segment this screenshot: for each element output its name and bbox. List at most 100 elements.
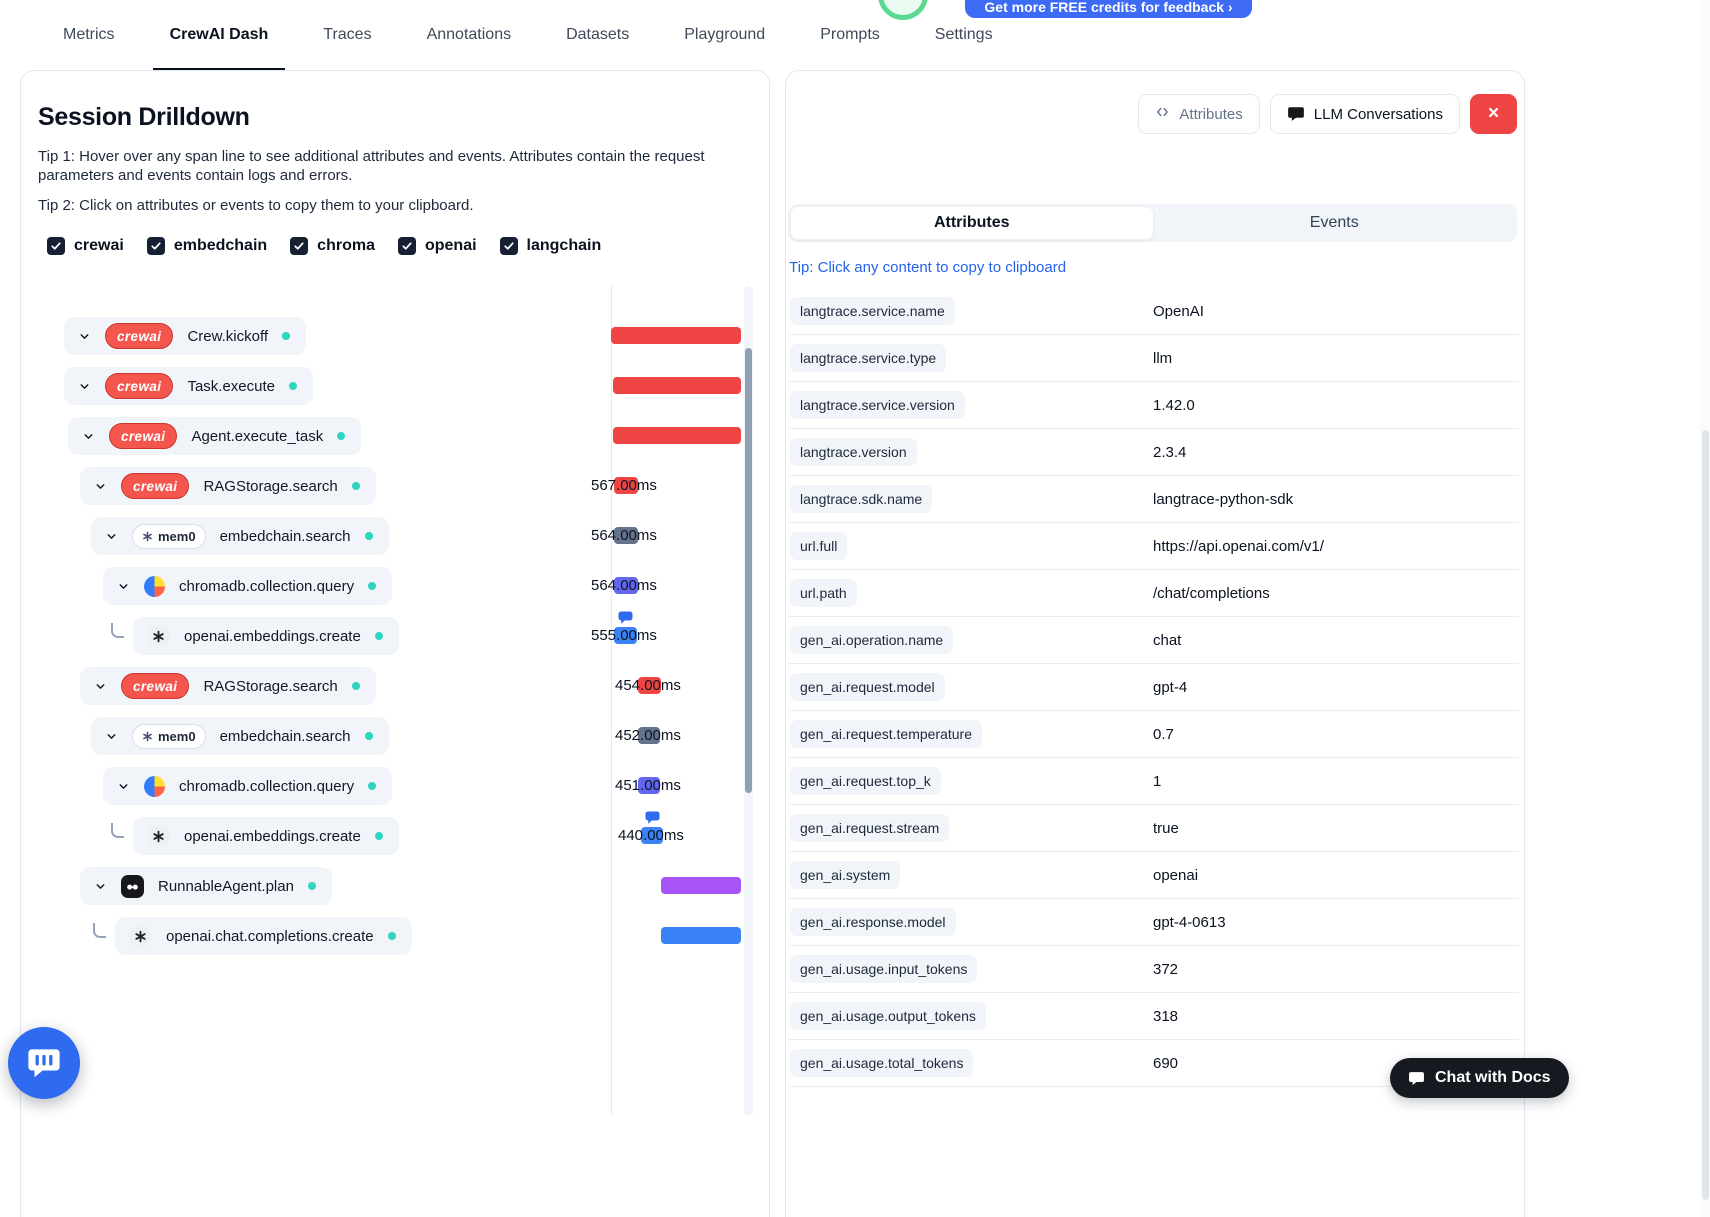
attribute-value[interactable]: https://api.openai.com/v1/ <box>1153 537 1324 555</box>
chevron-down-icon[interactable] <box>82 430 95 443</box>
span-item[interactable]: openai.embeddings.create <box>133 817 399 855</box>
attribute-key[interactable]: gen_ai.operation.name <box>790 626 954 654</box>
attribute-row[interactable]: langtrace.service.version 1.42.0 <box>788 382 1519 429</box>
attribute-value[interactable]: 318 <box>1153 1007 1179 1025</box>
attribute-row[interactable]: gen_ai.response.model gpt-4-0613 <box>788 899 1519 946</box>
checkbox-chroma-checked[interactable] <box>290 237 309 256</box>
tab-traces[interactable]: Traces <box>323 26 372 43</box>
attribute-key[interactable]: langtrace.service.version <box>790 391 965 419</box>
timeline-bar[interactable] <box>614 527 638 544</box>
filter-langchain[interactable]: langchain <box>499 237 601 256</box>
attribute-value[interactable]: /chat/completions <box>1153 584 1270 602</box>
checkbox-openai-checked[interactable] <box>397 237 416 256</box>
attribute-row[interactable]: gen_ai.usage.input_tokens 372 <box>788 946 1519 993</box>
attribute-row[interactable]: gen_ai.request.stream true <box>788 805 1519 852</box>
close-button[interactable]: × <box>1470 94 1517 134</box>
span-item[interactable]: openai.chat.completions.create <box>115 917 412 955</box>
attribute-value[interactable]: llm <box>1153 349 1173 367</box>
copy-tip-link[interactable]: Tip: Click any content to copy to clipbo… <box>789 259 1067 276</box>
window-scrollbar-thumb[interactable] <box>1702 430 1709 1200</box>
span-item[interactable]: openai.embeddings.create <box>133 617 399 655</box>
attribute-key[interactable]: langtrace.sdk.name <box>790 485 933 513</box>
attribute-value[interactable]: gpt-4-0613 <box>1153 913 1226 931</box>
llm-conversations-button[interactable]: LLM Conversations <box>1269 94 1460 134</box>
tab-settings[interactable]: Settings <box>934 26 993 43</box>
timeline-bar[interactable] <box>614 627 637 644</box>
attribute-key[interactable]: gen_ai.request.temperature <box>790 720 982 748</box>
tab-annotations[interactable]: Annotations <box>426 26 512 43</box>
attribute-row[interactable]: gen_ai.usage.output_tokens 318 <box>788 993 1519 1040</box>
chevron-down-icon[interactable] <box>94 880 107 893</box>
checkbox-langchain-checked[interactable] <box>499 237 518 256</box>
attribute-key[interactable]: gen_ai.request.model <box>790 673 945 701</box>
attribute-row[interactable]: gen_ai.request.model gpt-4 <box>788 664 1519 711</box>
attribute-row[interactable]: gen_ai.system openai <box>788 852 1519 899</box>
attribute-key[interactable]: langtrace.service.name <box>790 297 955 325</box>
attribute-key[interactable]: gen_ai.request.top_k <box>790 767 941 795</box>
attribute-key[interactable]: gen_ai.usage.output_tokens <box>790 1002 986 1030</box>
attribute-key[interactable]: gen_ai.usage.total_tokens <box>790 1049 974 1077</box>
attribute-row[interactable]: langtrace.service.type llm <box>788 335 1519 382</box>
attribute-value[interactable]: 690 <box>1153 1054 1179 1072</box>
attribute-row[interactable]: url.path/chat/completions <box>788 570 1519 617</box>
chat-with-docs-button[interactable]: Chat with Docs <box>1390 1058 1569 1098</box>
checkbox-crewai-checked[interactable] <box>47 237 65 256</box>
chevron-down-icon[interactable] <box>105 730 118 743</box>
attribute-value[interactable]: 1 <box>1153 772 1162 790</box>
chevron-down-icon[interactable] <box>94 680 107 693</box>
attribute-row[interactable]: langtrace.sdk.name langtrace-python-sdk <box>788 476 1519 523</box>
timeline-bar[interactable] <box>638 677 661 694</box>
attribute-value[interactable]: 0.7 <box>1153 725 1174 743</box>
messenger-widget-button[interactable] <box>8 1027 80 1099</box>
tab-metrics[interactable]: Metrics <box>63 26 115 43</box>
attribute-key[interactable]: gen_ai.system <box>790 861 901 889</box>
attribute-row[interactable]: gen_ai.request.top_k 1 <box>788 758 1519 805</box>
timeline-bar[interactable] <box>661 927 741 944</box>
chevron-down-icon[interactable] <box>94 480 107 493</box>
tab-events[interactable]: Events <box>1309 214 1359 231</box>
chevron-down-icon[interactable] <box>78 380 91 393</box>
attribute-value[interactable]: openai <box>1153 866 1199 884</box>
attribute-row[interactable]: gen_ai.operation.name chat <box>788 617 1519 664</box>
timeline-bar[interactable] <box>614 477 638 494</box>
attribute-key[interactable]: gen_ai.usage.input_tokens <box>790 955 978 983</box>
attribute-row[interactable]: langtrace.version 2.3.4 <box>788 429 1519 476</box>
tree-scrollbar-thumb[interactable] <box>745 348 752 793</box>
attribute-key[interactable]: url.path <box>790 579 857 607</box>
attributes-code-button[interactable]: Attributes <box>1138 94 1260 134</box>
tab-crewai-dash[interactable]: CrewAI Dash <box>152 0 285 70</box>
attribute-value[interactable]: gpt-4 <box>1153 678 1188 696</box>
attribute-key[interactable]: langtrace.service.type <box>790 344 947 372</box>
attribute-value[interactable]: OpenAI <box>1153 302 1204 320</box>
attribute-value[interactable]: 1.42.0 <box>1153 396 1195 414</box>
timeline-bar[interactable] <box>613 377 741 394</box>
attribute-row[interactable]: langtrace.service.name OpenAI <box>788 288 1519 335</box>
attribute-value[interactable]: true <box>1153 819 1179 837</box>
timeline-bar[interactable] <box>638 777 660 794</box>
tab-playground[interactable]: Playground <box>684 26 766 43</box>
timeline-bar[interactable] <box>661 877 741 894</box>
chevron-down-icon[interactable] <box>105 530 118 543</box>
window-scrollbar[interactable] <box>1700 0 1710 1217</box>
span-item[interactable]: crewai RAGStorage.search <box>80 467 376 505</box>
attribute-row[interactable]: url.full https://api.openai.com/v1/ <box>788 523 1519 570</box>
filter-embedchain[interactable]: embedchain <box>146 237 267 256</box>
span-item[interactable]: mem0 embedchain.search <box>91 717 389 755</box>
filter-openai[interactable]: openai <box>397 237 477 256</box>
span-item[interactable]: crewai Task.execute <box>64 367 313 405</box>
get-free-credits-button[interactable]: Get more FREE credits for feedback › <box>965 0 1252 18</box>
filter-crewai[interactable]: crewai <box>47 237 124 256</box>
attribute-value[interactable]: 2.3.4 <box>1153 443 1187 461</box>
tree-scrollbar[interactable] <box>744 286 753 1116</box>
chevron-down-icon[interactable] <box>117 780 130 793</box>
attribute-value[interactable]: 372 <box>1153 960 1179 978</box>
attribute-key[interactable]: gen_ai.request.stream <box>790 814 950 842</box>
span-item[interactable]: chromadb.collection.query <box>103 767 393 805</box>
span-item[interactable]: crewai RAGStorage.search <box>80 667 376 705</box>
filter-chroma[interactable]: chroma <box>290 237 375 256</box>
tab-prompts[interactable]: Prompts <box>820 26 880 43</box>
span-item[interactable]: mem0 embedchain.search <box>91 517 389 555</box>
span-item[interactable]: crewai Crew.kickoff <box>64 317 307 355</box>
timeline-bar[interactable] <box>611 327 741 344</box>
timeline-bar[interactable] <box>614 577 638 594</box>
